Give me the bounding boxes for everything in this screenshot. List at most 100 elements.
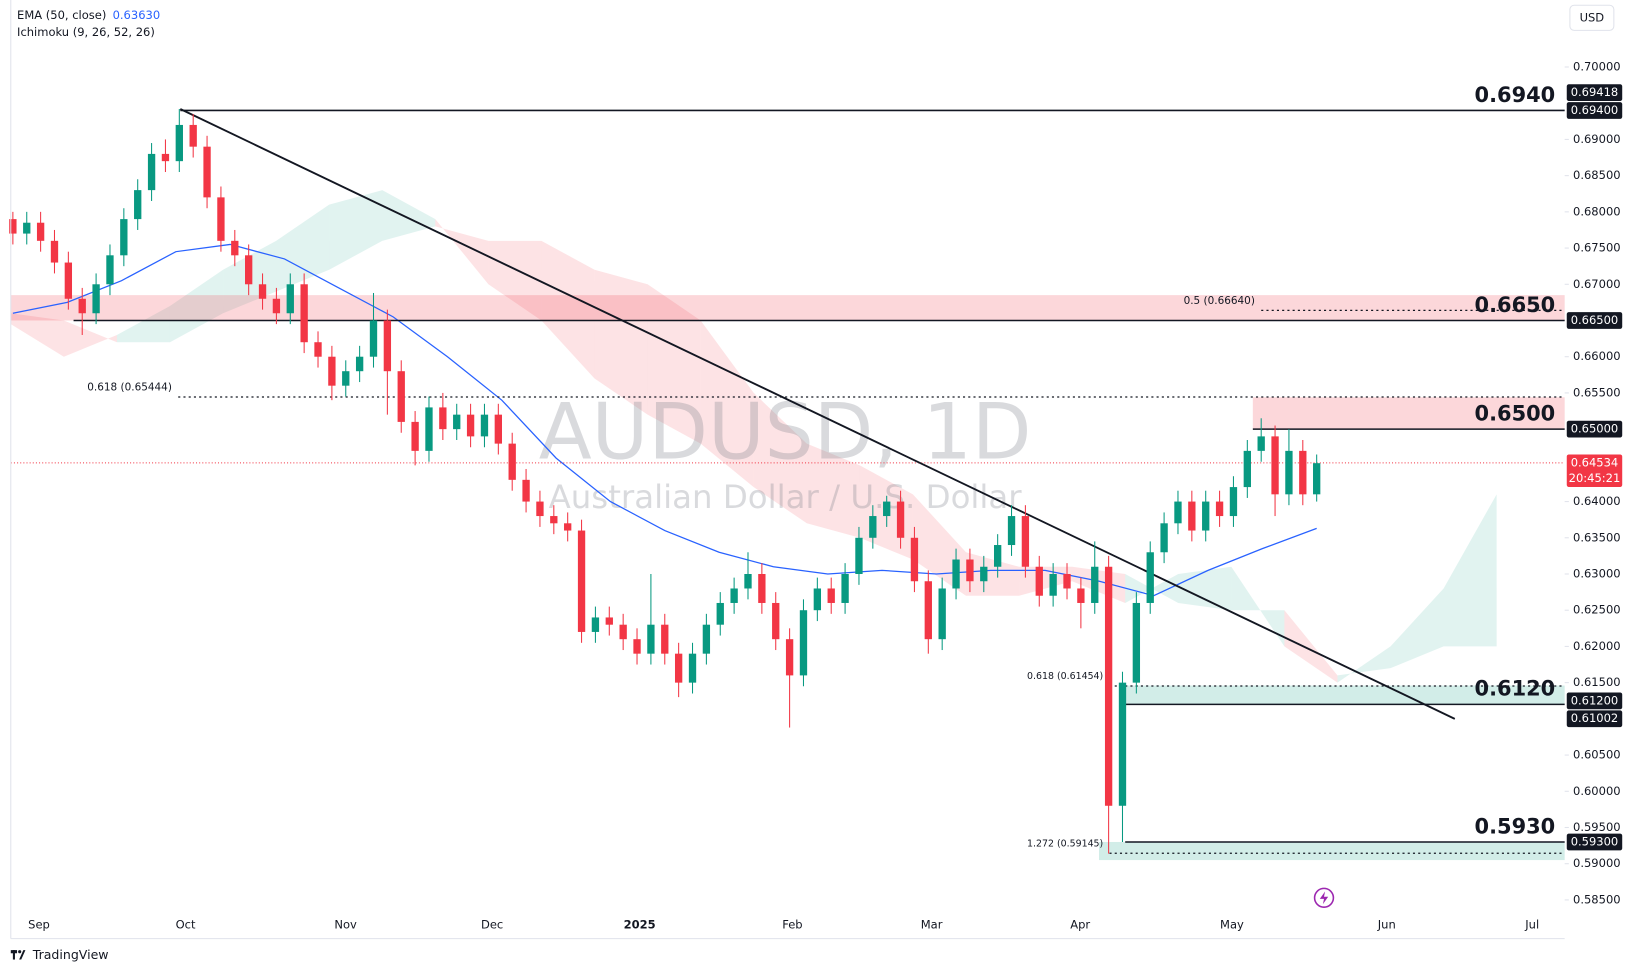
price-tag [1566, 420, 1623, 438]
zone [10, 295, 1565, 321]
cloud-segment [1019, 566, 1073, 596]
last-price-label: 0.64534 [1571, 455, 1619, 469]
candle-body [674, 653, 683, 683]
x-tick-label: Oct [176, 918, 196, 932]
candle-body [619, 624, 627, 640]
cloud-segment [10, 313, 64, 357]
price-tag-label: 0.66500 [1571, 313, 1619, 327]
candle-body [1271, 436, 1279, 495]
y-tick-label: 0.60500 [1573, 748, 1621, 762]
candle-body [1146, 552, 1154, 603]
zone [1099, 841, 1565, 861]
candle-body [92, 284, 100, 314]
price-tag [1566, 312, 1623, 329]
x-tick-label: May [1220, 918, 1244, 932]
candle-body [1257, 436, 1265, 451]
candle-body [744, 573, 752, 589]
candle-body [1091, 566, 1099, 603]
candle-body [342, 371, 350, 386]
candle-body [106, 255, 114, 285]
x-tick-label: Mar [921, 918, 943, 932]
main-layer: 0.58500 0.59000 0.59500 0.60000 0.60500 0.615… [9, 59, 1623, 932]
candle-body [466, 414, 475, 437]
y-tick-label: 0.65500 [1573, 385, 1621, 399]
fib-label: 0.618 (0.65444) [87, 382, 172, 394]
candle-body [1313, 463, 1321, 495]
y-tick-label: 0.68500 [1573, 168, 1621, 182]
candle-body [1007, 516, 1016, 546]
level-label: 0.5930 [1475, 814, 1556, 838]
currency-button[interactable] [1569, 4, 1615, 31]
y-tick-label: 0.67000 [1573, 277, 1621, 291]
watermark-subtitle: Australian Dollar / U.S. Dollar [549, 478, 1023, 516]
y-tick-label: 0.68000 [1573, 204, 1621, 218]
candle-body [661, 624, 669, 654]
candle-body [328, 356, 336, 386]
candle-body [1243, 450, 1251, 488]
candle-body [161, 153, 170, 162]
candle-body [272, 298, 281, 314]
candle-body [1299, 450, 1307, 495]
candle-body [203, 146, 211, 198]
candle-body [355, 356, 364, 372]
candle-body [411, 421, 419, 451]
candle-body [1229, 487, 1238, 517]
level-label: 0.6650 [1475, 293, 1556, 317]
candle-body [855, 537, 863, 574]
candle-body [1202, 501, 1210, 531]
cloud-segment [382, 190, 436, 241]
candle-body [896, 501, 905, 538]
x-tick-label: Apr [1070, 918, 1090, 932]
x-tick-label: Dec [481, 918, 503, 932]
x-tick-label: Jun [1377, 918, 1396, 932]
candle-body [1049, 573, 1057, 596]
candle-body [758, 573, 766, 603]
candle-body [980, 566, 988, 582]
candle-body [550, 516, 558, 524]
candle-body [910, 537, 919, 582]
candle-body [231, 240, 239, 256]
candle-body [286, 284, 294, 314]
alert-bolt [1319, 891, 1329, 905]
candle-body [245, 255, 253, 285]
candle-body [175, 124, 183, 162]
candle-body [1188, 501, 1196, 531]
price-tag [1566, 84, 1623, 102]
candle-body [647, 624, 655, 654]
candle-body [147, 153, 156, 191]
y-tick-label: 0.70000 [1573, 59, 1621, 73]
cloud-segment [169, 269, 224, 343]
x-tick-label: Feb [782, 918, 802, 932]
currency-label[interactable]: USD [1580, 10, 1605, 24]
cloud-segment [541, 240, 595, 379]
candle-body [1215, 501, 1224, 517]
candle-body [716, 602, 724, 625]
legend-label: Ichimoku (9, 26, 52, 26) [17, 25, 155, 39]
y-tick-label: 0.63500 [1573, 530, 1621, 544]
candle-body [23, 222, 31, 234]
candle-body [522, 479, 530, 502]
cloud-segment [1443, 494, 1497, 647]
candle-body [258, 284, 267, 299]
candle-body [64, 262, 73, 299]
level-label: 0.6940 [1475, 83, 1556, 107]
candle-body [1160, 523, 1168, 553]
candle-body [577, 530, 586, 632]
candle-body [1132, 602, 1141, 683]
candle-body [813, 588, 822, 611]
last-price-tag [1566, 454, 1623, 487]
price-tag-label: 0.61200 [1571, 693, 1619, 707]
y-tick-label: 0.67500 [1573, 241, 1621, 255]
candle-body [397, 371, 405, 422]
candle-body [605, 617, 613, 625]
cloud-segment [700, 320, 754, 488]
cloud-segment [276, 204, 330, 292]
y-tick-label: 0.60000 [1573, 784, 1621, 798]
candle-body [134, 190, 142, 220]
alert-icon[interactable] [1313, 887, 1335, 909]
candle-body [453, 414, 461, 430]
fib-label: 0.618 (0.61454) [1027, 671, 1103, 682]
candle-body [300, 284, 308, 343]
